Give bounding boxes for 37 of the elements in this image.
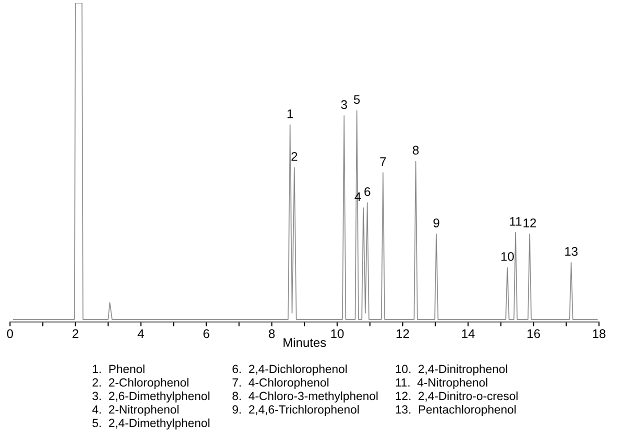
annotation: 9 [433,218,440,228]
x-axis-title: Minutes [284,338,326,347]
x-tick-label: 14 [462,329,475,338]
annotation: 8 [412,146,419,155]
x-tick-label: 4 [138,329,144,338]
annotation: 1 [288,109,293,118]
annotation: 5 [354,95,360,104]
annotation: 10 [501,252,514,261]
x-tick-label: 16 [528,329,540,338]
annotation: 12 [524,218,536,228]
x-tick-label: 10 [331,329,344,338]
x-tick-label: 8 [268,329,275,338]
text: 8. 4-Chloro-3-methylphenol [232,392,378,403]
text: 6. 2,4-Dichlorophenol [232,364,347,376]
x-tick-label: 2 [72,329,78,338]
text: 9. 2,4,6-Trichlorophenol [232,405,359,416]
annotation: 7 [380,157,386,166]
annotation: 13 [565,247,578,256]
x-tick-label: 6 [203,329,210,338]
text: 11. 4-Nitrophenol [396,378,488,390]
annotation: 4 [354,192,361,201]
text: 10. 2,4-Dinitrophenol [396,364,508,376]
x-tick-label: 12 [396,329,409,338]
annotation: 11 [510,217,522,226]
annotation: 3 [341,100,348,110]
text: 3. 2,6-Dimethylphenol [92,392,210,403]
text: 2. 2-Chlorophenol [92,378,188,390]
text: 13. Pentachlorophenol [396,405,516,416]
annotation: 2 [292,152,298,161]
text: 7. 4-Chlorophenol [232,378,328,390]
text: 1. Phenol [92,364,144,374]
x-tick-label: 18 [593,329,606,338]
x-tick-label: 0 [7,329,13,338]
text: 12. 2,4-Dinitro-o-cresol [396,392,518,402]
annotation: 6 [364,187,370,196]
text: 4. 2-Nitrophenol [92,405,178,416]
text: 5. 2,4-Dimethylphenol [92,418,210,430]
